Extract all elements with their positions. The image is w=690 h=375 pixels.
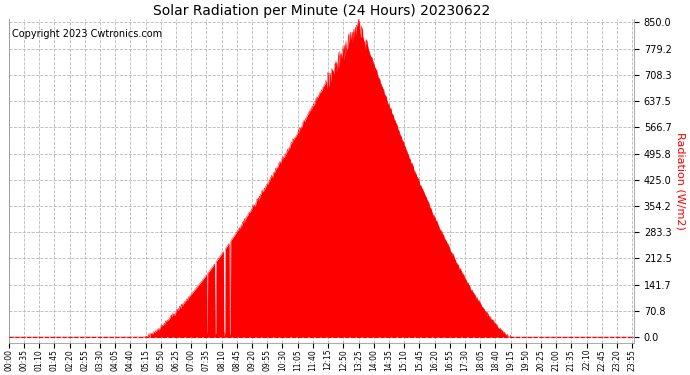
Y-axis label: Radiation (W/m2): Radiation (W/m2) [676,132,686,230]
Title: Solar Radiation per Minute (24 Hours) 20230622: Solar Radiation per Minute (24 Hours) 20… [152,4,490,18]
Text: Copyright 2023 Cwtronics.com: Copyright 2023 Cwtronics.com [12,29,162,39]
